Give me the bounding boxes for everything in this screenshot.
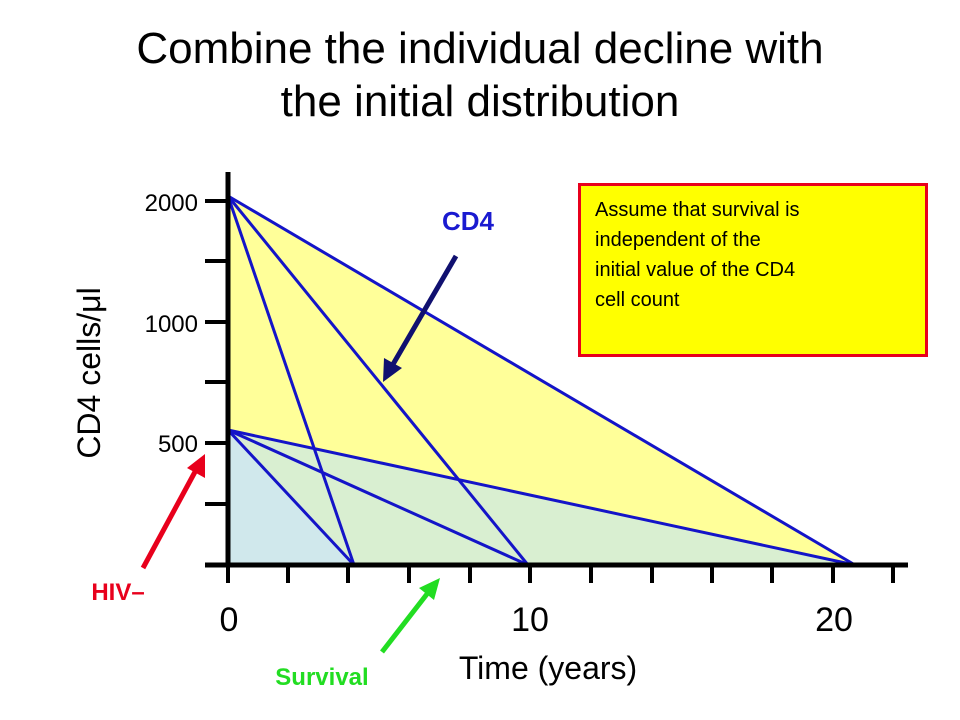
y-tick-500: 500 [158,431,198,458]
x-tick-0: 0 [220,601,239,639]
cd4-arrow-shaft [389,254,459,368]
x-axis-label: Time (years) [459,650,637,686]
note-line-4: cell count [595,289,680,311]
x-tick-10: 10 [511,601,549,639]
decline-line-500-mid [227,428,529,567]
x-ticks [226,565,895,583]
y-axis-label: CD4 cells/μl [71,287,107,458]
decline-line-500-slow [227,428,856,567]
note-line-2: independent of the [595,229,761,251]
decline-line-500-fast [226,428,356,567]
title-line-2: the initial distribution [280,77,680,126]
decline-line-2000-fast [226,195,356,566]
cd4-label: CD4 [442,206,495,236]
decline-line-2000-mid [226,195,530,566]
hiv-arrow-head [187,454,205,478]
survival-arrow-head [419,578,440,600]
assumption-note: Assume that survival is independent of t… [578,183,928,357]
decline-line-2000-slow [227,194,856,567]
survival-label: Survival [275,664,368,691]
hiv-negative-label: HIV– [91,579,144,606]
y-tick-1000: 1000 [145,311,198,338]
survival-arrow-shaft [380,592,429,654]
note-line-3: initial value of the CD4 [595,259,796,281]
note-line-1: Assume that survival is [595,199,800,221]
y-tick-2000: 2000 [145,190,198,217]
hiv-arrow-shaft [140,468,199,570]
title-line-1: Combine the individual decline with [136,24,824,73]
page-title: Combine the individual decline with the … [0,22,960,128]
cd4-arrow-head [383,358,402,382]
x-tick-20: 20 [815,601,853,639]
y-ticks [205,199,228,506]
